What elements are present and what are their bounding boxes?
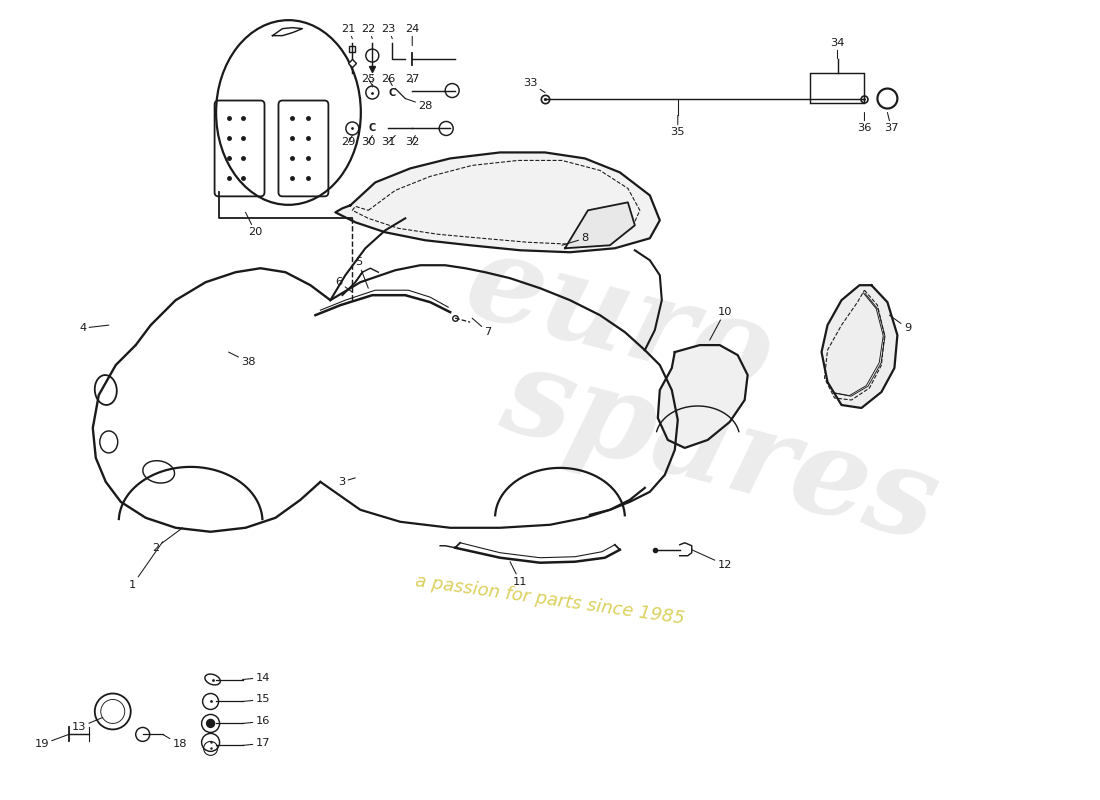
Text: 7: 7	[472, 318, 492, 337]
Text: 25: 25	[361, 74, 375, 86]
Text: euro: euro	[453, 222, 786, 418]
Bar	[810, 73, 865, 102]
Text: 34: 34	[830, 38, 845, 58]
Polygon shape	[822, 285, 898, 408]
Text: 26: 26	[382, 74, 395, 86]
Text: 13: 13	[72, 718, 102, 733]
Text: 31: 31	[381, 135, 396, 147]
Text: 30: 30	[361, 135, 375, 147]
Text: 19: 19	[34, 734, 69, 750]
Text: 8: 8	[562, 234, 588, 246]
Text: 29: 29	[341, 135, 355, 147]
Text: 2: 2	[152, 528, 183, 553]
Text: 20: 20	[245, 212, 263, 238]
Circle shape	[207, 719, 215, 727]
Text: 17: 17	[242, 738, 270, 749]
Text: 35: 35	[671, 115, 685, 138]
Text: 3: 3	[338, 477, 355, 487]
Text: 22: 22	[361, 24, 375, 38]
Text: 37: 37	[884, 113, 899, 134]
Text: 23: 23	[381, 24, 396, 38]
Polygon shape	[336, 153, 660, 252]
Text: C: C	[368, 123, 376, 134]
Text: 14: 14	[242, 673, 270, 682]
Text: C: C	[388, 87, 396, 98]
Text: 36: 36	[857, 113, 871, 134]
Text: 18: 18	[163, 734, 187, 750]
Text: 10: 10	[710, 307, 732, 340]
Text: 12: 12	[692, 550, 732, 570]
Text: 28: 28	[405, 98, 432, 110]
Text: 38: 38	[229, 352, 256, 367]
Text: 11: 11	[510, 562, 527, 586]
Text: 9: 9	[890, 315, 911, 333]
Text: 16: 16	[242, 717, 270, 726]
Text: 5: 5	[354, 258, 368, 288]
Text: 4: 4	[79, 323, 109, 333]
Text: 32: 32	[405, 135, 419, 147]
Text: spares: spares	[490, 335, 949, 565]
Text: 24: 24	[405, 24, 419, 46]
Text: 33: 33	[522, 78, 544, 93]
Text: a passion for parts since 1985: a passion for parts since 1985	[414, 572, 686, 627]
Text: 6: 6	[336, 278, 352, 292]
Text: 15: 15	[242, 694, 270, 705]
Polygon shape	[565, 202, 635, 248]
Text: 21: 21	[341, 24, 355, 38]
Polygon shape	[658, 345, 748, 448]
Text: 27: 27	[405, 74, 419, 83]
Text: 1: 1	[129, 542, 163, 590]
